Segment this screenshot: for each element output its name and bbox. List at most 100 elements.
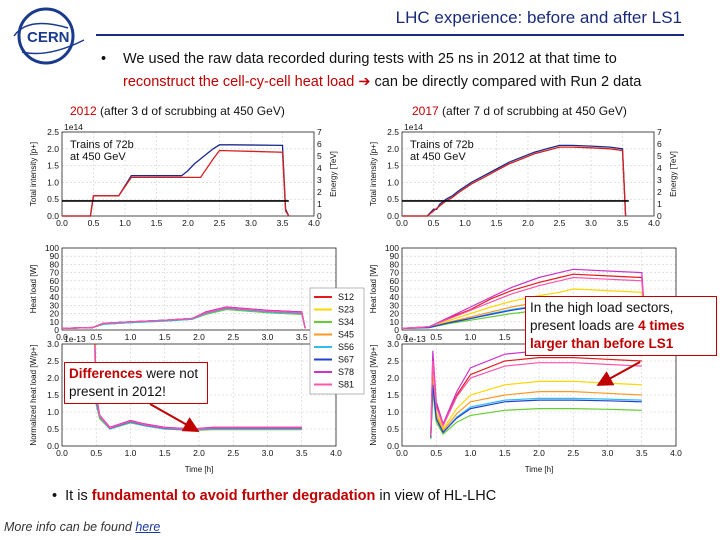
chart-normalized-2017: 0.0 0.5 1.0 1.5 2.0 2.5 3.0 3.5 4.0 0.0 0.5 1.0 1.5 2… xyxy=(369,334,682,474)
legend-label-s67: S67 xyxy=(338,355,354,365)
series-line-beam-2 xyxy=(62,149,290,217)
x-tick-label: 4.0 xyxy=(670,448,682,458)
callout-arrow-differences xyxy=(149,403,200,432)
y-tick-label: 0.0 xyxy=(387,211,399,221)
y2-tick-label: 3 xyxy=(317,175,322,185)
x-tick-label: 0.5 xyxy=(428,218,440,228)
x-tick-label: 1.5 xyxy=(159,448,171,458)
y-tick-label: 10 xyxy=(390,317,400,327)
legend-frame xyxy=(309,287,365,395)
series-line-s56 xyxy=(61,308,306,329)
x-tick-label: 0.0 xyxy=(396,218,408,228)
x-tick-label: 3.0 xyxy=(245,218,257,228)
plot-frame xyxy=(61,343,337,447)
y-tick-label: 0 xyxy=(394,325,399,335)
x-tick-label: 0.0 xyxy=(56,448,68,458)
callout-high-load-highlight: 4 times larger than before LS1 xyxy=(530,318,685,351)
x-tick-label: 0.5 xyxy=(90,448,102,458)
x-tick-label: 2.0 xyxy=(182,218,194,228)
y-axis-label: Normalized heat load [W/p+] xyxy=(29,344,38,445)
series-line-beam-2 xyxy=(402,146,627,217)
chart-intensity-2017: 0.0 0.5 1.0 1.5 2.0 2.5 3.0 3.5 4.0 0.0 0.5 1.0 1.5 2… xyxy=(369,122,678,228)
x-tick-label: 1.0 xyxy=(125,332,137,342)
bullet-dot: • xyxy=(101,51,107,67)
callout-high-load-text: In the high load sectors, present loads … xyxy=(530,300,674,333)
multiplier-label: 1e14 xyxy=(64,122,83,132)
y-tick-label: 40 xyxy=(50,292,60,302)
x-tick-label: 3.0 xyxy=(262,332,274,342)
y2-tick-label: 6 xyxy=(657,139,662,149)
x-tick-label: 0.5 xyxy=(90,332,102,342)
y-tick-label: 80 xyxy=(50,259,60,269)
series-line-s81 xyxy=(401,276,646,329)
y-tick-label: 70 xyxy=(50,268,60,278)
y-tick-label: 1.5 xyxy=(387,161,399,171)
cern-logo: CERN xyxy=(13,7,85,65)
x-tick-label: 0.5 xyxy=(430,448,442,458)
y-tick-label: 30 xyxy=(390,300,400,310)
y-tick-label: 0.5 xyxy=(387,194,399,204)
x-tick-label: 1.5 xyxy=(491,218,503,228)
bullet1-highlight: reconstruct the cell-cy-cell heat load xyxy=(123,74,355,90)
x-tick-label: 3.5 xyxy=(296,448,308,458)
y-tick-label: 2.5 xyxy=(47,127,59,137)
y-tick-label: 2.0 xyxy=(47,373,59,383)
y2-tick-label: 2 xyxy=(657,187,662,197)
legend-label-s23: S23 xyxy=(338,305,354,315)
y-tick-label: 0 xyxy=(54,325,59,335)
y-tick-label: 0.0 xyxy=(47,441,59,451)
subtitle-2012-text: (after 3 d of scrubbing at 450 GeV) xyxy=(100,104,285,118)
y2-tick-label: 5 xyxy=(317,151,322,161)
more-info-link[interactable]: here xyxy=(135,520,161,534)
x-tick-label: 1.5 xyxy=(151,218,163,228)
x-tick-label: 2.0 xyxy=(193,332,205,342)
multiplier-label: 1e14 xyxy=(404,122,423,132)
y-tick-label: 1.5 xyxy=(47,161,59,171)
y-tick-label: 2.5 xyxy=(387,356,399,366)
more-info-text: More info can be found xyxy=(4,520,136,534)
y-axis-label: Normalized heat load [W/p+] xyxy=(369,344,378,445)
title-divider xyxy=(96,34,684,36)
x-tick-label: 3.0 xyxy=(602,448,614,458)
y2-tick-label: 7 xyxy=(317,127,322,137)
x-tick-label: 0.0 xyxy=(396,448,408,458)
x-tick-label: 0.0 xyxy=(396,332,408,342)
y-tick-label: 0.5 xyxy=(387,424,399,434)
bullet2-text-end: in view of HL-LHC xyxy=(375,488,497,504)
y2-tick-label: 1 xyxy=(657,199,662,209)
x-tick-label: 3.5 xyxy=(617,218,629,228)
y2-axis-label: Energy [TeV] xyxy=(329,151,338,197)
series-line-s78 xyxy=(401,268,646,329)
x-tick-label: 2.0 xyxy=(522,218,534,228)
bullet-dot: • xyxy=(52,488,66,504)
y-tick-label: 2.5 xyxy=(387,127,399,137)
y2-tick-label: 3 xyxy=(657,175,662,185)
y-tick-label: 100 xyxy=(385,243,399,253)
bullet-hl-lhc: • It is fundamental to avoid further deg… xyxy=(52,488,496,504)
y-axis-label: Heat load [W] xyxy=(29,265,38,313)
y2-tick-label: 5 xyxy=(657,151,662,161)
subtitle-2012: 2012 (after 3 d of scrubbing at 450 GeV) xyxy=(70,104,285,118)
x-tick-label: 4.0 xyxy=(648,218,660,228)
x-tick-label: 1.0 xyxy=(459,218,471,228)
y-tick-label: 30 xyxy=(50,300,60,310)
bullet2-text: It is xyxy=(65,488,92,504)
x-tick-label: 1.0 xyxy=(465,448,477,458)
x-axis-label: Time [h] xyxy=(185,465,214,474)
x-tick-label: 2.0 xyxy=(533,448,545,458)
y-tick-label: 2.0 xyxy=(387,373,399,383)
x-tick-label: 1.0 xyxy=(465,332,477,342)
page-title: LHC experience: before and after LS1 xyxy=(395,8,682,27)
bullet1-text-end: can be directly compared with Run 2 data xyxy=(374,74,642,90)
more-info-note: More info can be found here xyxy=(4,520,160,534)
y-tick-label: 20 xyxy=(50,309,60,319)
y-tick-label: 0.5 xyxy=(47,424,59,434)
y-tick-label: 2.0 xyxy=(387,144,399,154)
x-tick-label: 0.0 xyxy=(56,218,68,228)
y2-tick-label: 0 xyxy=(657,211,662,221)
x-tick-label: 0.5 xyxy=(88,218,100,228)
subtitle-2017: 2017 (after 7 d of scrubbing at 450 GeV) xyxy=(412,104,627,118)
series-line-s12 xyxy=(401,273,646,329)
callout-differences: Differences were not present in 2012! xyxy=(64,362,208,404)
x-tick-label: 1.0 xyxy=(125,448,137,458)
